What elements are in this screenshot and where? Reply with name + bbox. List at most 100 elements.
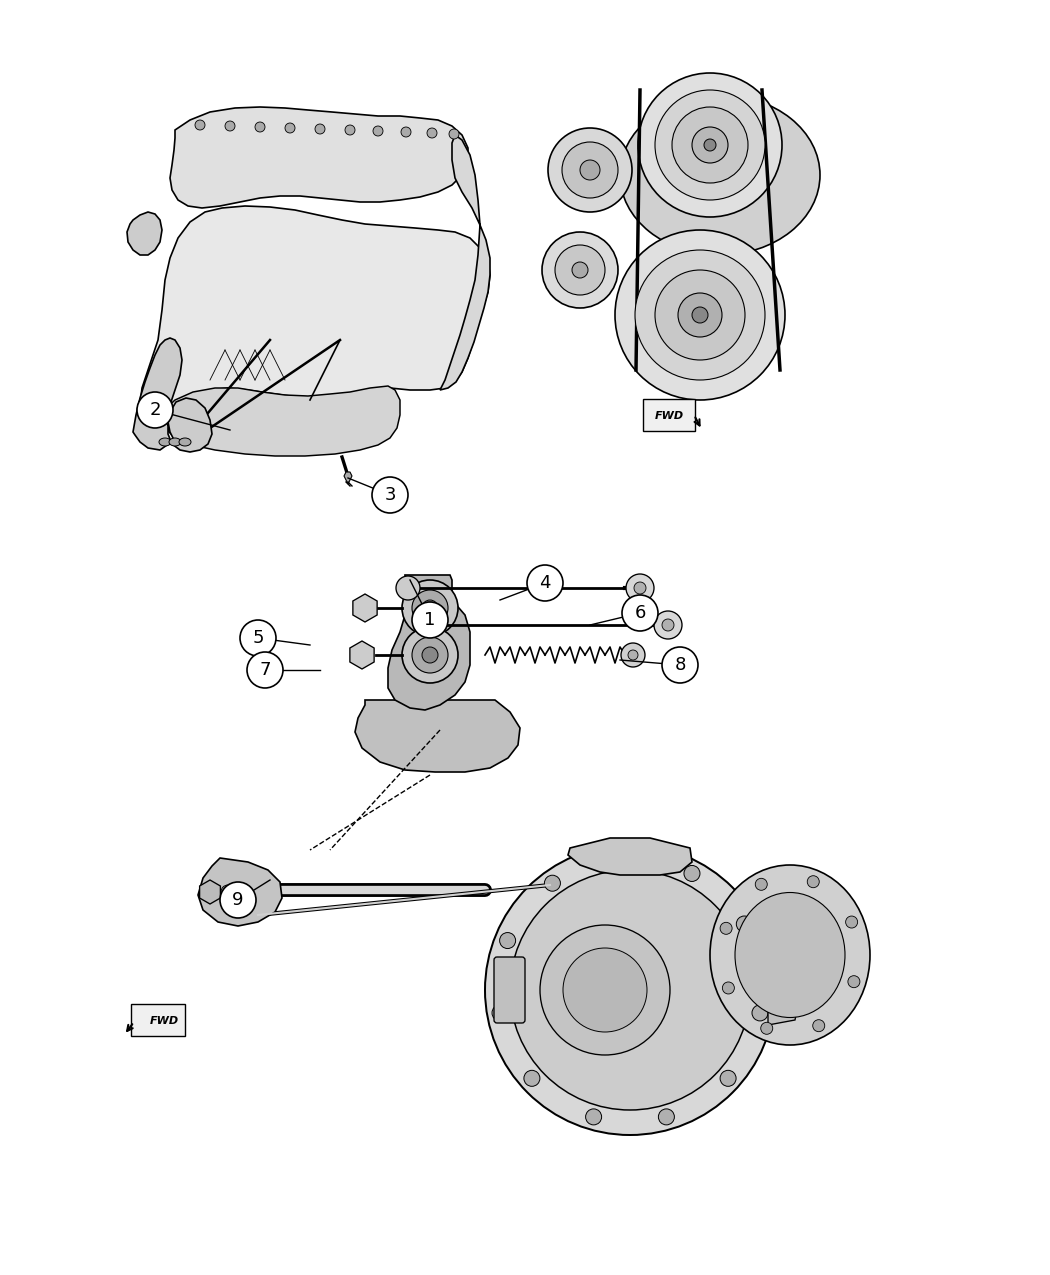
Polygon shape	[170, 107, 468, 208]
Circle shape	[412, 638, 448, 673]
Circle shape	[412, 602, 448, 638]
Circle shape	[402, 580, 458, 636]
Circle shape	[615, 230, 785, 400]
Circle shape	[402, 627, 458, 683]
Ellipse shape	[710, 864, 870, 1046]
Circle shape	[562, 142, 618, 198]
Text: 2: 2	[149, 402, 161, 419]
Ellipse shape	[159, 439, 171, 446]
Circle shape	[427, 128, 437, 138]
Polygon shape	[440, 135, 490, 390]
Circle shape	[527, 565, 563, 601]
Circle shape	[658, 1109, 674, 1125]
Text: 4: 4	[540, 574, 551, 592]
FancyBboxPatch shape	[131, 1003, 185, 1037]
Ellipse shape	[178, 439, 191, 446]
Polygon shape	[145, 370, 400, 456]
Circle shape	[720, 922, 732, 935]
Circle shape	[755, 878, 768, 890]
Polygon shape	[568, 838, 692, 875]
Polygon shape	[388, 575, 470, 710]
Text: 7: 7	[259, 660, 271, 680]
Text: 1: 1	[424, 611, 436, 629]
Circle shape	[544, 875, 561, 891]
Circle shape	[540, 924, 670, 1054]
Circle shape	[563, 949, 647, 1031]
Circle shape	[654, 611, 682, 639]
Circle shape	[626, 574, 654, 602]
Polygon shape	[344, 472, 352, 484]
Circle shape	[662, 618, 674, 631]
Circle shape	[401, 128, 411, 136]
Circle shape	[572, 261, 588, 278]
Circle shape	[247, 652, 284, 688]
Circle shape	[372, 477, 408, 513]
Circle shape	[813, 1020, 824, 1031]
Polygon shape	[353, 594, 377, 622]
Circle shape	[678, 293, 722, 337]
Text: 5: 5	[252, 629, 264, 646]
Circle shape	[672, 107, 748, 184]
Polygon shape	[768, 955, 798, 1025]
Circle shape	[638, 73, 782, 217]
Text: 6: 6	[634, 604, 646, 622]
Circle shape	[285, 122, 295, 133]
Circle shape	[220, 885, 235, 899]
Circle shape	[662, 646, 698, 683]
Circle shape	[634, 581, 646, 594]
Circle shape	[555, 245, 605, 295]
Circle shape	[722, 982, 734, 994]
Polygon shape	[198, 858, 282, 926]
Text: 3: 3	[384, 486, 396, 504]
Circle shape	[255, 122, 265, 133]
Circle shape	[485, 845, 775, 1135]
Circle shape	[761, 1023, 773, 1034]
Polygon shape	[133, 338, 212, 453]
Circle shape	[621, 643, 645, 667]
Circle shape	[752, 1005, 768, 1021]
Text: FWD: FWD	[149, 1016, 179, 1026]
Circle shape	[628, 650, 638, 660]
Circle shape	[510, 870, 750, 1111]
Circle shape	[635, 250, 765, 380]
Polygon shape	[127, 212, 162, 255]
Ellipse shape	[735, 892, 845, 1017]
Circle shape	[586, 1109, 602, 1125]
Circle shape	[655, 91, 765, 200]
FancyBboxPatch shape	[643, 399, 695, 431]
Circle shape	[524, 1070, 540, 1086]
Circle shape	[845, 915, 858, 928]
Circle shape	[136, 391, 173, 428]
FancyBboxPatch shape	[494, 958, 525, 1023]
Circle shape	[736, 915, 752, 932]
Circle shape	[807, 876, 819, 887]
Circle shape	[704, 139, 716, 150]
Circle shape	[396, 576, 420, 601]
Circle shape	[613, 850, 629, 866]
Circle shape	[500, 932, 516, 949]
Circle shape	[492, 1005, 508, 1021]
Circle shape	[684, 866, 700, 881]
Circle shape	[542, 232, 618, 309]
Circle shape	[195, 120, 205, 130]
Text: 9: 9	[232, 891, 244, 909]
Text: FWD: FWD	[654, 411, 684, 421]
Ellipse shape	[169, 439, 181, 446]
Circle shape	[548, 128, 632, 212]
Circle shape	[373, 126, 383, 136]
Polygon shape	[200, 880, 220, 904]
Circle shape	[220, 882, 256, 918]
Circle shape	[315, 124, 326, 134]
Circle shape	[655, 270, 746, 360]
Circle shape	[449, 129, 459, 139]
Circle shape	[240, 620, 276, 657]
Circle shape	[345, 125, 355, 135]
Text: 8: 8	[674, 657, 686, 674]
Polygon shape	[350, 641, 374, 669]
Polygon shape	[140, 207, 490, 428]
Circle shape	[720, 1070, 736, 1086]
Ellipse shape	[620, 96, 820, 255]
Circle shape	[848, 975, 860, 988]
Circle shape	[622, 595, 658, 631]
Circle shape	[692, 128, 728, 163]
